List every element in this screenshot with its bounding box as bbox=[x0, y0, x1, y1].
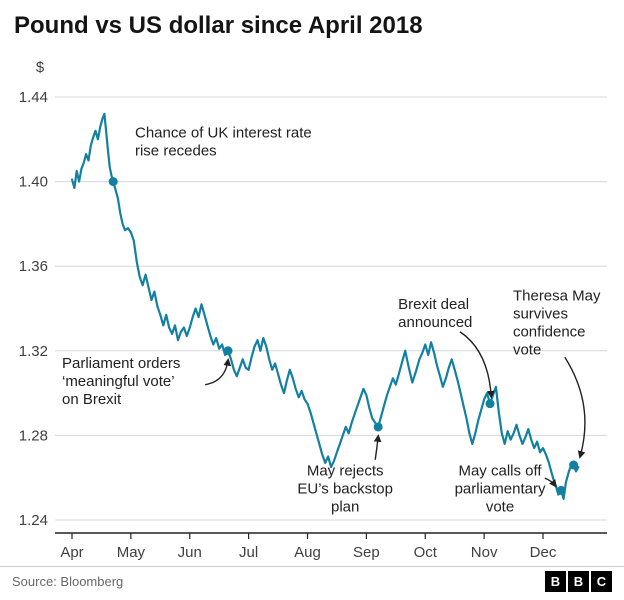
x-tick-label: Aug bbox=[294, 544, 321, 561]
x-tick-label: Jul bbox=[239, 544, 258, 561]
bbc-logo: B B C bbox=[545, 571, 612, 592]
annotation-text: Brexit deal announced bbox=[398, 296, 472, 331]
event-dot bbox=[223, 346, 233, 356]
line-chart: 1.44 1.40 1.36 1.32 1.28 1.24 $ Apr May Jun Jul Aug… bbox=[19, 59, 607, 561]
event-dot bbox=[108, 177, 118, 187]
bbc-logo-letter-b1: B bbox=[545, 571, 566, 592]
y-tick-label: 1.24 bbox=[19, 512, 48, 529]
x-tick-label: Jun bbox=[178, 544, 202, 561]
x-tick-label: May bbox=[117, 544, 146, 561]
annotation-text: Theresa May survives confidence vote bbox=[513, 287, 601, 358]
annotation-arrow bbox=[459, 331, 495, 399]
event-dot bbox=[556, 485, 566, 495]
x-tick-label: Oct bbox=[414, 544, 438, 561]
x-tick-label: Sep bbox=[353, 544, 380, 561]
annotation-arrow bbox=[373, 434, 382, 460]
event-dot bbox=[485, 399, 495, 409]
y-tick-label: 1.36 bbox=[19, 258, 48, 275]
x-tick-label: Apr bbox=[60, 544, 83, 561]
y-tick-label: 1.32 bbox=[19, 343, 48, 360]
annotation-arrow bbox=[544, 477, 557, 488]
annotation-text: Chance of UK interest rate rise recedes bbox=[135, 124, 312, 159]
page-title: Pound vs US dollar since April 2018 bbox=[14, 12, 423, 39]
series-line bbox=[70, 112, 580, 500]
event-dot bbox=[373, 422, 383, 432]
annotation-text: Parliament orders ‘meaningful vote’ on Bre… bbox=[62, 355, 180, 408]
y-axis-unit-label: $ bbox=[36, 59, 45, 76]
x-tick-label: Nov bbox=[471, 544, 498, 561]
annotation-text: May rejects EU’s backstop plan bbox=[297, 462, 393, 515]
y-tick-label: 1.44 bbox=[19, 89, 48, 106]
x-tick-label: Dec bbox=[530, 544, 557, 561]
annotation-arrow bbox=[564, 356, 586, 459]
y-tick-label: 1.40 bbox=[19, 174, 48, 191]
event-dot bbox=[569, 460, 579, 470]
footer-divider bbox=[0, 566, 624, 567]
annotation-arrow bbox=[204, 358, 232, 386]
y-tick-label: 1.28 bbox=[19, 427, 48, 444]
bbc-logo-letter-c: C bbox=[591, 571, 612, 592]
bbc-logo-letter-b2: B bbox=[568, 571, 589, 592]
source-label: Source: Bloomberg bbox=[12, 574, 124, 589]
annotation-text: May calls off parliamentary vote bbox=[455, 462, 546, 515]
